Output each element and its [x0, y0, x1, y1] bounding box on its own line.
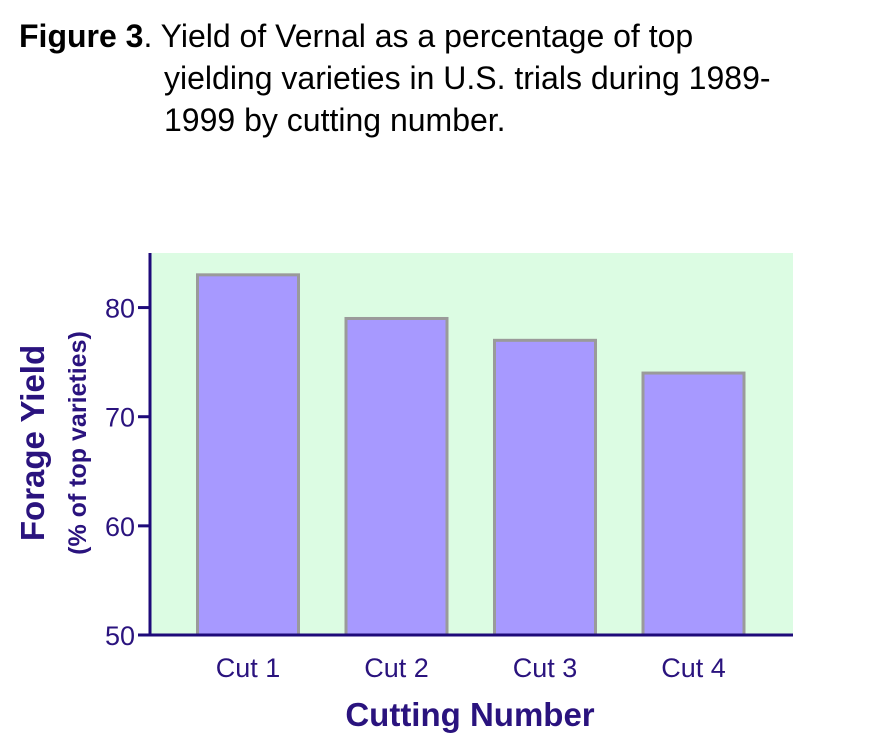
caption-line-1: Figure 3. Yield of Vernal as a percentag…	[19, 15, 869, 57]
y-tick-label: 80	[105, 294, 135, 324]
x-tick-label: Cut 1	[216, 653, 281, 683]
bars-group	[196, 273, 746, 637]
caption-line-3: 1999 by cutting number.	[164, 102, 506, 138]
bar-cut-1	[196, 273, 300, 637]
x-tick-label: Cut 2	[364, 653, 429, 683]
bar-cut-4	[641, 371, 746, 637]
y-axis-title: Forage Yield	[14, 345, 51, 541]
x-axis-title: Cutting Number	[345, 696, 594, 733]
bar-cut-3	[493, 338, 597, 637]
x-tick-label: Cut 4	[661, 653, 726, 683]
caption-line-2: yielding varieties in U.S. trials during…	[164, 60, 771, 96]
y-tick-label: 50	[105, 621, 135, 651]
y-tick-label: 60	[105, 512, 135, 542]
y-axis-subtitle: (% of top varieties)	[64, 331, 92, 555]
y-tick-label: 70	[105, 403, 135, 433]
x-tick-label: Cut 3	[513, 653, 578, 683]
caption-text-1: . Yield of Vernal as a percentage of top	[143, 18, 694, 54]
x-labels-group: Cut 1 Cut 2 Cut 3 Cut 4	[216, 653, 726, 683]
figure-label: Figure 3	[19, 18, 144, 54]
figure-caption: Figure 3. Yield of Vernal as a percentag…	[19, 15, 869, 141]
y-ticks-group: 50 60 70 80	[105, 294, 150, 651]
bar-cut-2	[344, 316, 449, 637]
